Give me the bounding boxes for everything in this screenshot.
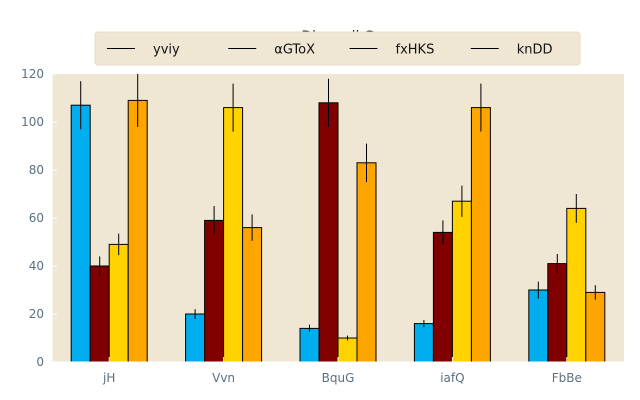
legend-label: αGToX — [274, 43, 315, 58]
legend-label: knDD — [517, 43, 553, 58]
bar — [432, 231, 453, 363]
y-tick-label: 120 — [21, 67, 44, 81]
y-tick-label: 60 — [29, 211, 44, 225]
legend-label: yviy — [153, 43, 180, 58]
bar — [451, 200, 472, 363]
bars-layer — [70, 74, 606, 363]
x-tick-label: BquG — [322, 371, 355, 385]
bar — [566, 207, 587, 363]
x-tick-label: FbBe — [552, 371, 582, 385]
bar — [470, 107, 491, 363]
axes-layer: 0 20 40 60 80 100 120 jH Vvn BquG iafQ FbBe — [21, 67, 624, 385]
legend-box — [94, 31, 581, 66]
bar — [337, 337, 358, 363]
y-tick-label: 100 — [21, 115, 44, 129]
bar — [318, 102, 339, 363]
x-tick-label: Vvn — [212, 371, 235, 385]
y-tick-label: 80 — [29, 163, 44, 177]
y-tick-label: 0 — [36, 355, 44, 369]
bar — [413, 323, 434, 363]
bar — [528, 289, 549, 363]
y-tick-label: 40 — [29, 259, 44, 273]
bar — [223, 107, 244, 363]
bar — [70, 104, 91, 363]
bar — [108, 243, 129, 363]
bar — [299, 327, 320, 363]
legend-label: fxHKS — [396, 43, 435, 58]
bar — [89, 265, 110, 363]
x-tick-label: jH — [102, 371, 115, 385]
bar — [547, 263, 568, 363]
bar — [204, 219, 225, 363]
x-tick-label: iafQ — [440, 371, 464, 385]
y-tick-label: 20 — [29, 307, 44, 321]
bar — [242, 227, 263, 363]
bar — [356, 162, 377, 363]
bar — [585, 291, 606, 363]
bar — [185, 313, 206, 363]
legend: yviy αGToX fxHKS knDD — [94, 31, 581, 66]
bar — [127, 99, 148, 363]
